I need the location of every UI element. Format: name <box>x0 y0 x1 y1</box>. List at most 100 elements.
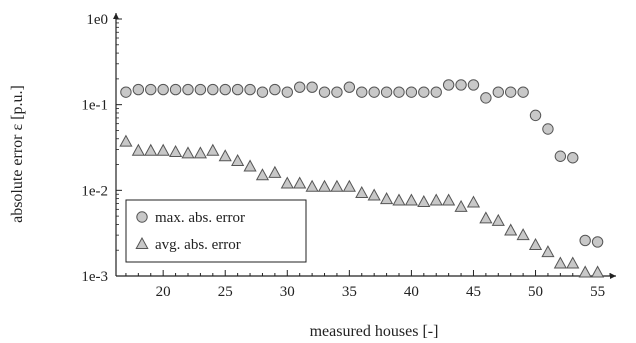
y-tick-label: 1e-1 <box>81 98 108 114</box>
max-error-point <box>331 86 343 98</box>
avg-error-point <box>218 149 232 162</box>
max-error-point <box>405 86 418 98</box>
max-error-point <box>219 83 231 96</box>
x-tick-label: 25 <box>218 284 233 300</box>
series-1 <box>119 134 605 278</box>
avg-error-point <box>156 143 170 156</box>
max-error-point <box>579 234 591 247</box>
x-tick-label: 35 <box>342 284 357 300</box>
avg-error-point <box>181 146 195 159</box>
avg-error-point <box>342 179 356 192</box>
avg-error-point <box>193 146 207 159</box>
x-tick-label: 50 <box>528 284 543 300</box>
avg-error-point <box>578 265 592 278</box>
x-axis-label: measured houses [-] <box>310 323 439 340</box>
x-tick-label: 30 <box>280 284 295 300</box>
x-tick-label: 55 <box>590 284 605 300</box>
max-error-point <box>442 79 455 91</box>
avg-error-point <box>330 179 344 192</box>
max-error-point <box>418 86 430 98</box>
avg-error-point <box>442 193 456 206</box>
max-error-point <box>467 79 480 91</box>
x-tick-label: 20 <box>156 284 171 300</box>
avg-error-point <box>255 168 270 181</box>
avg-error-point <box>392 193 406 206</box>
avg-error-point <box>144 143 158 156</box>
max-error-point <box>231 83 244 96</box>
max-error-point <box>182 83 194 96</box>
avg-error-point <box>231 153 245 166</box>
max-error-point <box>132 83 145 96</box>
series <box>119 79 605 278</box>
avg-error-point <box>268 165 282 178</box>
y-tick-label: 1e0 <box>86 12 108 28</box>
max-error-point <box>244 83 256 96</box>
avg-error-point <box>491 213 505 226</box>
y-tick-label: 1e-3 <box>81 269 108 285</box>
avg-error-point <box>119 134 133 147</box>
avg-error-point <box>206 143 220 156</box>
avg-error-point <box>404 193 419 206</box>
max-error-point <box>480 92 492 104</box>
max-error-point <box>554 150 567 162</box>
avg-error-point <box>553 256 567 269</box>
avg-error-point <box>417 195 431 208</box>
avg-error-point <box>305 179 319 192</box>
y-tick-label: 1e-2 <box>81 183 108 199</box>
y-axis-label: absolute error ε [p.u.] <box>9 85 26 223</box>
x-tick-label: 45 <box>466 284 481 300</box>
avg-error-point <box>317 179 332 192</box>
legend-triangle-marker <box>135 236 149 249</box>
avg-error-point <box>355 185 369 199</box>
max-error-point <box>380 86 393 98</box>
max-error-point <box>529 109 542 122</box>
legend-circle-marker <box>136 211 148 223</box>
legend-item: max. abs. error <box>136 210 245 226</box>
max-error-point <box>368 86 380 98</box>
max-error-point <box>430 86 442 98</box>
legend-item: avg. abs. error <box>135 236 241 253</box>
max-error-point <box>455 79 467 91</box>
x-tick-label: 40 <box>404 284 419 300</box>
avg-error-point <box>504 223 518 236</box>
avg-error-point <box>168 144 183 158</box>
avg-error-point <box>280 176 294 189</box>
max-error-point <box>517 86 529 98</box>
max-error-point <box>318 86 331 98</box>
avg-error-point <box>243 159 257 172</box>
avg-error-point <box>429 193 443 206</box>
max-error-point <box>567 152 579 164</box>
max-error-point <box>269 83 281 96</box>
legend-box <box>125 199 307 263</box>
avg-error-point <box>590 265 605 278</box>
avg-error-point <box>454 199 468 212</box>
series-0 <box>120 79 604 248</box>
max-error-point <box>356 86 368 98</box>
avg-error-point <box>293 176 307 189</box>
axes <box>113 13 616 279</box>
max-error-point <box>492 86 504 98</box>
max-error-point <box>393 86 405 98</box>
avg-error-point <box>131 143 145 156</box>
avg-error-point <box>466 195 481 208</box>
ticks: 20 25 30 35 40 45 50 55 1e-3 1e-2 1e-1 1e0 <box>81 12 611 300</box>
max-error-point <box>281 86 293 98</box>
max-error-point <box>542 123 554 135</box>
avg-error-point <box>566 256 580 269</box>
max-error-point <box>207 83 219 96</box>
max-error-point <box>145 83 157 96</box>
avg-error-point <box>479 211 493 224</box>
max-error-point <box>157 83 169 96</box>
max-error-point <box>343 81 356 93</box>
avg-error-point <box>367 188 381 201</box>
max-error-point <box>505 86 517 98</box>
legend-label: max. abs. error <box>155 210 245 226</box>
avg-error-point <box>541 245 555 258</box>
legend: max. abs. error avg. abs. error <box>125 199 307 263</box>
max-error-point <box>306 81 318 93</box>
max-error-point <box>591 236 604 248</box>
legend-label: avg. abs. error <box>155 237 241 253</box>
max-error-point <box>169 83 182 96</box>
avg-error-point <box>528 237 543 251</box>
